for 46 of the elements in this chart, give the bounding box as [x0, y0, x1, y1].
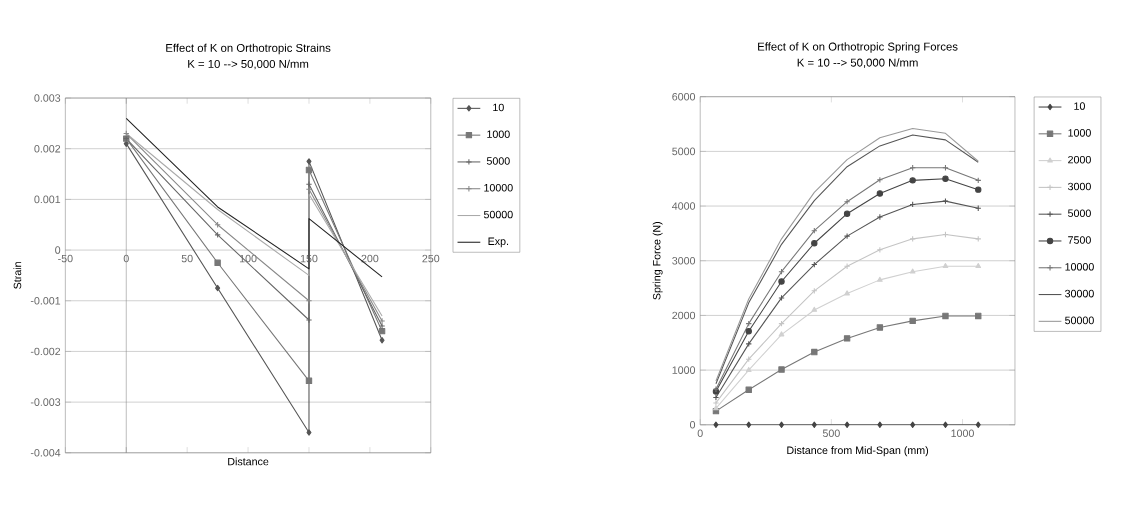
legend-label: 30000 [1065, 289, 1094, 298]
x-tick-label: 0 [697, 429, 703, 437]
legend-label: 50000 [483, 210, 513, 219]
legend-label: 10000 [484, 183, 513, 192]
x-tick-label: 250 [422, 254, 440, 263]
y-tick-label: 2000 [672, 311, 696, 320]
y-tick-label: 0.001 [34, 195, 61, 204]
y-tick-label: 0 [55, 246, 61, 254]
y-tick-label: 5000 [672, 147, 696, 156]
chart-title: Effect of K on Orthotropic Spring Forces [758, 42, 958, 53]
legend-label: 50000 [1065, 316, 1094, 325]
x-tick-label: 0 [123, 254, 129, 263]
x-tick-label: 200 [361, 254, 379, 263]
legend-label: 10 [1074, 102, 1085, 110]
chart-title: Effect of K on Orthotropic Strains [166, 43, 331, 55]
y-tick-label: -0.002 [30, 347, 61, 356]
legend-label: Exp. [488, 237, 509, 248]
x-tick-label: 50 [181, 254, 193, 263]
y-tick-label: 0.003 [34, 94, 61, 102]
x-axis-title: Distance [228, 457, 269, 466]
y-tick-label: 6000 [672, 92, 696, 101]
y-axis-title: Strain [13, 262, 22, 289]
legend-label: 5000 [1068, 209, 1091, 217]
y-tick-label: 1000 [672, 366, 696, 374]
y-tick-label: 4000 [672, 202, 696, 210]
x-tick-label: -50 [58, 254, 73, 263]
x-tick-label: 1000 [951, 429, 974, 437]
chart-subtitle: K = 10 --> 50,000 N/mm [188, 59, 309, 70]
legend-label: 1000 [487, 130, 510, 138]
y-tick-label: 0.002 [34, 144, 61, 153]
y-tick-label: -0.001 [30, 296, 61, 305]
legend-label: 2000 [1068, 155, 1091, 164]
y-tick-label: -0.003 [30, 398, 61, 406]
legend-label: 1000 [1068, 129, 1091, 137]
x-axis-title: Distance from Mid-Span (mm) [787, 446, 929, 457]
x-tick-label: 500 [822, 429, 840, 437]
legend-label: 5000 [486, 157, 510, 165]
chart-subtitle: K = 10 --> 50,000 N/mm [797, 58, 918, 68]
y-tick-label: -0.004 [30, 448, 61, 457]
y-tick-label: 3000 [672, 256, 696, 265]
legend-label: 10 [493, 103, 504, 112]
y-tick-label: 0 [689, 420, 696, 429]
legend-label: 7500 [1068, 236, 1091, 244]
legend-label: 10000 [1065, 262, 1094, 271]
legend-label: 3000 [1067, 182, 1091, 191]
y-axis-title: Spring Force (N) [652, 221, 663, 300]
